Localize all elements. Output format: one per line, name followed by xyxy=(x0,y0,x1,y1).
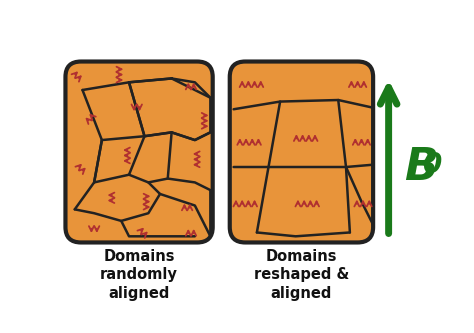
Text: 0: 0 xyxy=(423,151,442,179)
Text: Domains
reshaped &
aligned: Domains reshaped & aligned xyxy=(254,249,349,301)
Text: B: B xyxy=(404,146,438,188)
Text: Domains
randomly
aligned: Domains randomly aligned xyxy=(100,249,178,301)
FancyBboxPatch shape xyxy=(65,62,213,242)
FancyBboxPatch shape xyxy=(230,62,373,242)
